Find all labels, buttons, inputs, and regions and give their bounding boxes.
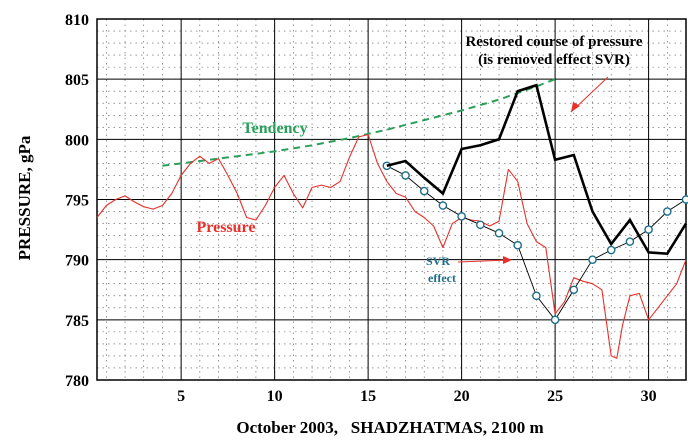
series-point-svr-effect bbox=[457, 212, 466, 221]
y-tick-label: 790 bbox=[65, 253, 89, 270]
series-point-svr-effect bbox=[681, 195, 688, 204]
x-tick-label: 10 bbox=[267, 388, 283, 405]
series-point-svr-effect bbox=[532, 291, 541, 301]
annotation-restored-line2: (is removed effect SVR) bbox=[478, 52, 630, 68]
series-point-svr-effect bbox=[569, 285, 579, 295]
x-axis-label: October 2003, SHADZHATMAS, 2100 m bbox=[236, 418, 543, 437]
series-layer bbox=[96, 78, 688, 359]
annotation-tendency: Tendency bbox=[242, 120, 307, 137]
annotation-restored-line1: Restored course of pressure bbox=[465, 34, 642, 50]
x-axis: 5 10 15 20 25 30 bbox=[177, 388, 656, 405]
series-point-svr-effect bbox=[550, 315, 560, 325]
restored-arrowhead bbox=[571, 102, 580, 112]
series-point-svr-effect bbox=[606, 245, 616, 255]
series-line-tendency bbox=[162, 78, 556, 167]
series-point-svr-effect bbox=[401, 171, 410, 180]
series-point-svr-effect bbox=[513, 240, 523, 250]
annotation-pressure: Pressure bbox=[197, 219, 256, 236]
series-point-svr-effect bbox=[625, 237, 635, 246]
x-tick-label: 20 bbox=[454, 388, 470, 405]
grid bbox=[97, 18, 687, 381]
y-tick-label: 805 bbox=[65, 72, 89, 89]
series-point-svr-effect bbox=[663, 207, 672, 216]
series-point-svr-effect bbox=[494, 228, 504, 238]
y-axis-label: PRESSURE, gPa bbox=[15, 135, 34, 260]
series-point-svr-effect bbox=[588, 255, 597, 264]
svr-pointer-arrow bbox=[457, 259, 511, 263]
x-tick-label: 30 bbox=[641, 388, 657, 405]
y-tick-label: 795 bbox=[65, 193, 89, 210]
y-tick-label: 785 bbox=[65, 313, 89, 330]
y-axis: 780 785 790 795 800 805 810 bbox=[65, 12, 89, 390]
series-point-svr-effect bbox=[476, 220, 485, 230]
y-tick-label: 810 bbox=[65, 12, 89, 29]
y-tick-label: 780 bbox=[65, 373, 89, 390]
series-point-svr-effect bbox=[644, 225, 653, 234]
annotation-svr-line1: SVR bbox=[426, 254, 450, 268]
annotation-svr-line2: effect bbox=[428, 271, 456, 285]
x-tick-label: 5 bbox=[177, 388, 185, 405]
series-point-svr-effect bbox=[438, 201, 448, 210]
series-line-restored-course-of-pressure bbox=[386, 83, 688, 256]
series-point-svr-effect bbox=[419, 186, 429, 196]
svr-arrowhead bbox=[503, 256, 512, 264]
y-tick-label: 800 bbox=[65, 132, 89, 149]
x-tick-label: 15 bbox=[360, 388, 376, 405]
x-tick-label: 25 bbox=[547, 388, 563, 405]
series-line-pressure bbox=[96, 133, 687, 359]
